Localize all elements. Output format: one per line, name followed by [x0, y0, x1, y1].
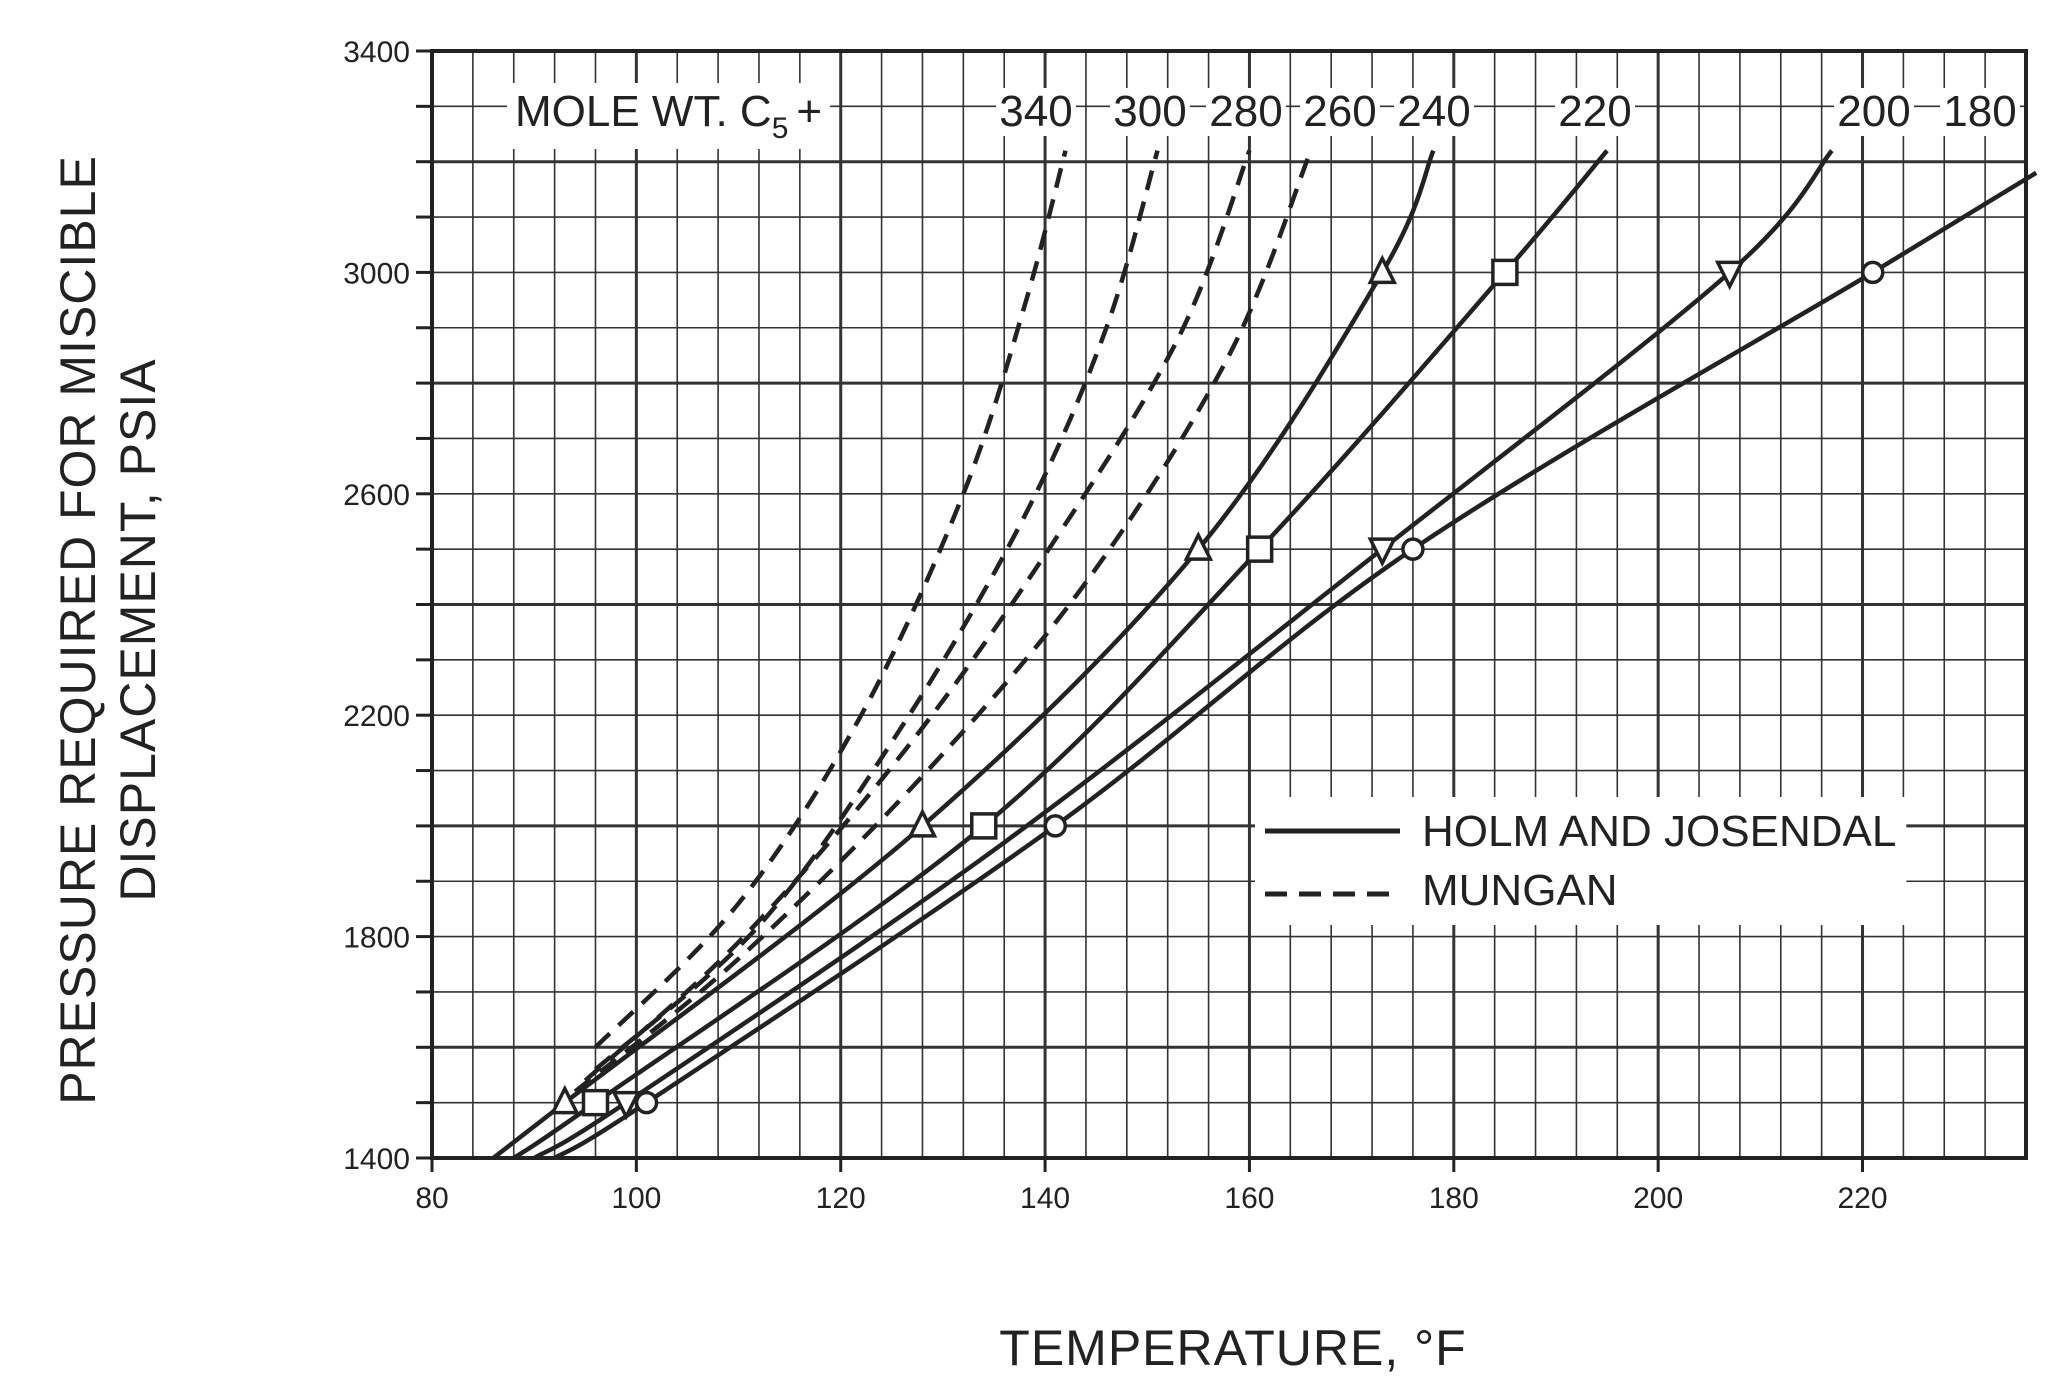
data-markers	[550, 254, 1885, 1121]
y-axis-title-line1: PRESSURE REQUIRED FOR MISCIBLE	[50, 155, 106, 1105]
tick-labels: 80 100 120 140 160 180 200 220 1400 1800 2200 2600 3…	[343, 36, 1887, 1215]
marker-triangle-down	[1714, 260, 1745, 291]
series-labels: 340 300 280 260 240 220 200 180	[996, 87, 2020, 136]
series-line-340	[593, 150, 1068, 1049]
series-label-200: 200	[1837, 87, 1910, 136]
marker-circle	[1860, 260, 1885, 285]
legend-bg	[1255, 797, 1907, 925]
series-label-260: 260	[1303, 87, 1376, 136]
series-lines	[491, 149, 2038, 1160]
mole-weight-label: MOLE WT. C5 +	[507, 83, 831, 149]
marker-square	[1245, 535, 1274, 563]
series-label-220: 220	[1558, 87, 1631, 136]
svg-text:MOLE WT. C5+: MOLE WT. C5 +	[515, 87, 822, 145]
x-tick-label: 80	[415, 1182, 448, 1215]
series-label-bg	[1834, 88, 1914, 136]
legend: HOLM AND JOSENDAL MUNGAN	[1255, 797, 1907, 925]
y-tick-label: 2200	[343, 700, 410, 733]
marker-square	[970, 812, 998, 840]
series-label-bg	[1394, 88, 1474, 136]
legend-dashed-label: MUNGAN	[1422, 866, 1618, 915]
series-label-bg	[996, 88, 1076, 136]
axes	[416, 49, 2028, 1172]
marker-square	[581, 1088, 610, 1117]
y-tick-label: 1400	[343, 1143, 410, 1176]
marker-circle	[1043, 814, 1068, 838]
y-tick-label: 1800	[343, 922, 410, 955]
y-axis-title-line2: DISPLACEMENT, PSIA	[110, 358, 166, 901]
mole-weight-label-bg	[507, 83, 831, 149]
x-tick-label: 120	[816, 1182, 866, 1215]
series-label-280: 280	[1209, 87, 1282, 136]
marker-circle	[1401, 537, 1425, 561]
series-label-300: 300	[1113, 87, 1186, 136]
mole-weight-subscript: 5	[772, 112, 789, 145]
x-tick-label: 100	[611, 1182, 661, 1215]
x-tick-label: 200	[1633, 1182, 1683, 1215]
series-label-bg	[1300, 88, 1380, 136]
marker-triangle-down	[611, 1090, 641, 1121]
y-tick-label: 3400	[343, 36, 410, 69]
series-label-bg	[1555, 88, 1635, 136]
x-tick-label: 160	[1224, 1182, 1274, 1215]
mole-weight-text: MOLE WT. C	[515, 87, 772, 136]
y-axis-title: PRESSURE REQUIRED FOR MISCIBLE DISPLACEM…	[50, 155, 166, 1105]
series-label-bg	[1206, 88, 1286, 136]
x-axis-title: TEMPERATURE, °F	[999, 1320, 1466, 1376]
series-label-340: 340	[999, 87, 1072, 136]
series-label-bg	[1940, 88, 2020, 136]
series-label-180: 180	[1943, 87, 2016, 136]
marker-triangle-up	[1367, 254, 1398, 285]
series-line-260	[573, 149, 1313, 1094]
marker-triangle-up	[550, 1084, 580, 1115]
legend-solid-label: HOLM AND JOSENDAL	[1422, 807, 1896, 856]
series-label-bg	[1110, 88, 1190, 136]
mole-weight-suffix: +	[796, 87, 822, 136]
series-line-280	[583, 149, 1252, 1083]
x-tick-label: 180	[1429, 1182, 1479, 1215]
marker-circle	[634, 1090, 659, 1115]
series-line-180	[553, 170, 2038, 1160]
marker-triangle-down	[1367, 537, 1398, 568]
x-tick-label: 140	[1020, 1182, 1070, 1215]
series-label-240: 240	[1397, 87, 1470, 136]
series-line-200	[533, 149, 1834, 1160]
marker-triangle-up	[1183, 531, 1214, 561]
y-tick-label: 3000	[343, 257, 410, 290]
marker-square	[1491, 258, 1519, 287]
y-tick-label: 2600	[343, 479, 410, 512]
marker-triangle-up	[907, 807, 938, 838]
x-tick-label: 220	[1837, 1182, 1887, 1215]
